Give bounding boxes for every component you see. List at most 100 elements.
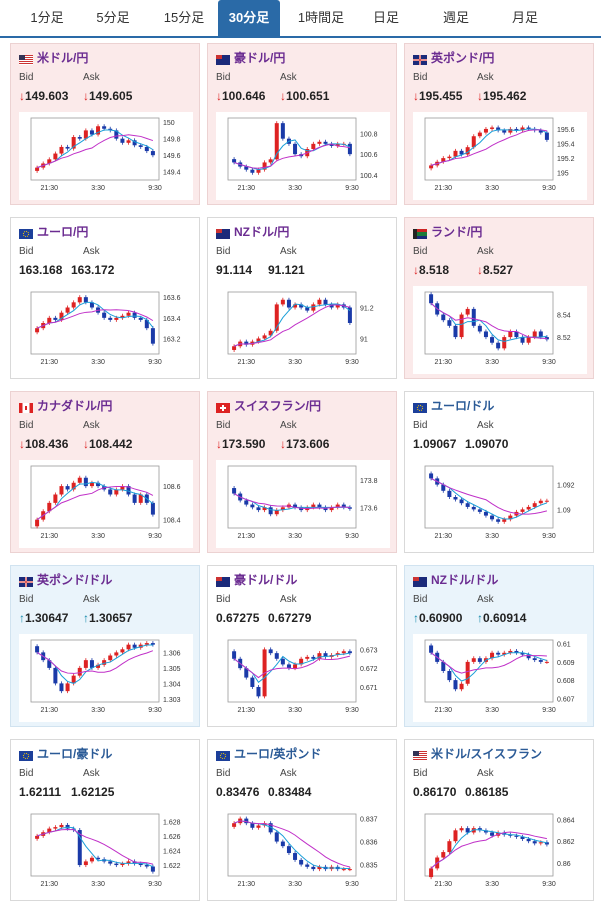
candle xyxy=(102,126,107,129)
ask-value: 0.67279 xyxy=(268,611,311,625)
candle xyxy=(59,683,64,692)
tab-6[interactable]: 日足 xyxy=(372,10,399,25)
rate-card[interactable]: 豪ドル/円 Bid Ask ↓100.646 ↓100.651 100.8 100.6 100… xyxy=(207,43,397,205)
y-tick-label: 150 xyxy=(163,120,175,127)
candle xyxy=(274,510,279,515)
arrow-down-icon: ↓ xyxy=(280,89,286,103)
us-flag-icon xyxy=(19,52,33,65)
pair-title[interactable]: 英ポンド/ドル xyxy=(37,573,113,587)
pair-title[interactable]: 米ドル/円 xyxy=(37,51,89,65)
arrow-down-icon: ↓ xyxy=(477,263,483,277)
tab-8[interactable]: 月足 xyxy=(511,10,538,25)
pair-title[interactable]: 英ポンド/円 xyxy=(431,51,495,65)
candle xyxy=(544,842,549,845)
candle xyxy=(102,312,107,318)
rate-card[interactable]: NZドル/ドル Bid Ask ↑0.60900 ↑0.60914 0.61 0.609 0.… xyxy=(404,565,594,727)
candle xyxy=(459,499,464,504)
bid-value-text: 91.114 xyxy=(216,263,253,277)
y-tick-label: 1.304 xyxy=(163,681,181,688)
nz-flag-icon xyxy=(413,574,427,587)
rate-card[interactable]: スイスフラン/円 Bid Ask ↓173.590 ↓173.606 173.8 173.6… xyxy=(207,391,397,553)
nz-flag-icon xyxy=(216,226,230,239)
pair-title[interactable]: NZドル/ドル xyxy=(431,573,499,587)
rate-card[interactable]: 米ドル/円 Bid Ask ↓149.603 ↓149.605 150 149.8 149.6… xyxy=(10,43,200,205)
pair-title[interactable]: ユーロ/豪ドル xyxy=(37,747,113,761)
rate-card[interactable]: ユーロ/豪ドル Bid Ask 1.62111 1.62125 1.628 1.626 1.6… xyxy=(10,739,200,901)
candle xyxy=(65,683,70,692)
x-tick-label: 3:30 xyxy=(288,185,302,192)
ask-value-text: 8.527 xyxy=(483,263,514,277)
candle xyxy=(496,342,501,349)
za-flag-icon xyxy=(413,226,427,239)
tab-3[interactable]: 15分足 xyxy=(163,10,205,25)
candle xyxy=(453,150,458,157)
rate-card[interactable]: 米ドル/スイスフラン Bid Ask 0.86170 0.86185 0.864 0.862… xyxy=(404,739,594,901)
candle xyxy=(508,834,513,836)
tab-1[interactable]: 1分足 xyxy=(30,10,64,25)
rate-card[interactable]: ユーロ/英ポンド Bid Ask 0.83476 0.83484 0.837 0.836 0.… xyxy=(207,739,397,901)
ask-value-text: 0.86185 xyxy=(465,785,509,799)
ask-value: ↓8.527 xyxy=(477,263,513,277)
rate-card[interactable]: 豪ドル/ドル Bid Ask 0.67275 0.67279 0.673 0.672 0.67… xyxy=(207,565,397,727)
y-tick-label: 0.835 xyxy=(360,863,378,870)
candle xyxy=(138,494,143,503)
tab-4[interactable]: 30分足 xyxy=(218,0,280,36)
pair-title[interactable]: ユーロ/英ポンド xyxy=(234,747,322,761)
pair-title[interactable]: 米ドル/スイスフラン xyxy=(431,747,542,761)
candle xyxy=(526,337,531,343)
pair-title[interactable]: 豪ドル/円 xyxy=(234,51,286,65)
candle xyxy=(429,645,434,653)
ask-label: Ask xyxy=(83,420,100,431)
candle xyxy=(311,304,316,311)
tab-2[interactable]: 5分足 xyxy=(96,10,130,25)
price-chart: 0.673 0.672 0.671 21:30 3:30 9:30 xyxy=(216,634,390,722)
pair-title[interactable]: ユーロ/ドル xyxy=(431,399,495,413)
bid-value: ↑1.30647 xyxy=(19,611,68,625)
ask-label: Ask xyxy=(477,768,494,779)
candle xyxy=(305,656,310,659)
rate-card[interactable]: 英ポンド/ドル Bid Ask ↑1.30647 ↑1.30657 1.306 1.305 1… xyxy=(10,565,200,727)
pair-title[interactable]: カナダドル/円 xyxy=(37,399,113,413)
x-tick-label: 21:30 xyxy=(41,359,59,366)
ask-label: Ask xyxy=(280,420,297,431)
candle xyxy=(96,482,101,487)
candle xyxy=(459,314,464,338)
pair-title[interactable]: スイスフラン/円 xyxy=(234,399,321,413)
ask-value: ↓149.605 xyxy=(83,89,132,103)
rate-card[interactable]: カナダドル/円 Bid Ask ↓108.436 ↓108.442 108.6 108.4 2… xyxy=(10,391,200,553)
ma-slow-line xyxy=(36,134,154,169)
candle xyxy=(311,656,316,659)
ma-slow-line xyxy=(233,143,350,169)
candle xyxy=(323,653,328,657)
pair-title[interactable]: NZドル/円 xyxy=(234,225,290,239)
rate-card[interactable]: ユーロ/円 Bid Ask 163.168 163.172 163.6 163.4 163.2… xyxy=(10,217,200,379)
tab-7[interactable]: 週足 xyxy=(442,10,469,25)
candle xyxy=(490,127,495,129)
candle xyxy=(347,307,352,323)
candle xyxy=(496,519,501,522)
eu-flag-icon xyxy=(19,748,33,761)
pair-title[interactable]: 豪ドル/ドル xyxy=(234,573,298,587)
pair-title[interactable]: ランド/円 xyxy=(431,225,483,239)
pair-title[interactable]: ユーロ/円 xyxy=(37,225,89,239)
y-tick-label: 100.6 xyxy=(360,152,378,159)
candle xyxy=(77,830,82,866)
candle xyxy=(441,852,446,858)
tab-5[interactable]: 1時間足 xyxy=(297,10,345,25)
candle xyxy=(150,643,155,645)
candle xyxy=(483,830,488,833)
rate-card[interactable]: NZドル/円 Bid Ask 91.114 91.121 91.2 91 21:30 3:30 9… xyxy=(207,217,397,379)
bid-value-text: 108.436 xyxy=(25,437,69,451)
candle xyxy=(83,477,88,487)
rate-card[interactable]: 英ポンド/円 Bid Ask ↓195.455 ↓195.462 195.6 195.4 19… xyxy=(404,43,594,205)
candle xyxy=(59,312,64,320)
candle xyxy=(329,304,334,308)
rate-card[interactable]: ランド/円 Bid Ask ↓8.518 ↓8.527 8.54 8.52 21:30 3:30… xyxy=(404,217,594,379)
y-tick-label: 108.4 xyxy=(163,518,181,525)
ask-value-text: 91.121 xyxy=(268,263,305,277)
y-tick-label: 0.607 xyxy=(557,696,575,703)
x-tick-label: 21:30 xyxy=(435,533,453,540)
rate-card[interactable]: ユーロ/ドル Bid Ask 1.09067 1.09070 1.092 1.09 21:30… xyxy=(404,391,594,553)
ma-fast-line xyxy=(430,829,548,869)
bid-value-text: 1.62111 xyxy=(19,785,62,799)
